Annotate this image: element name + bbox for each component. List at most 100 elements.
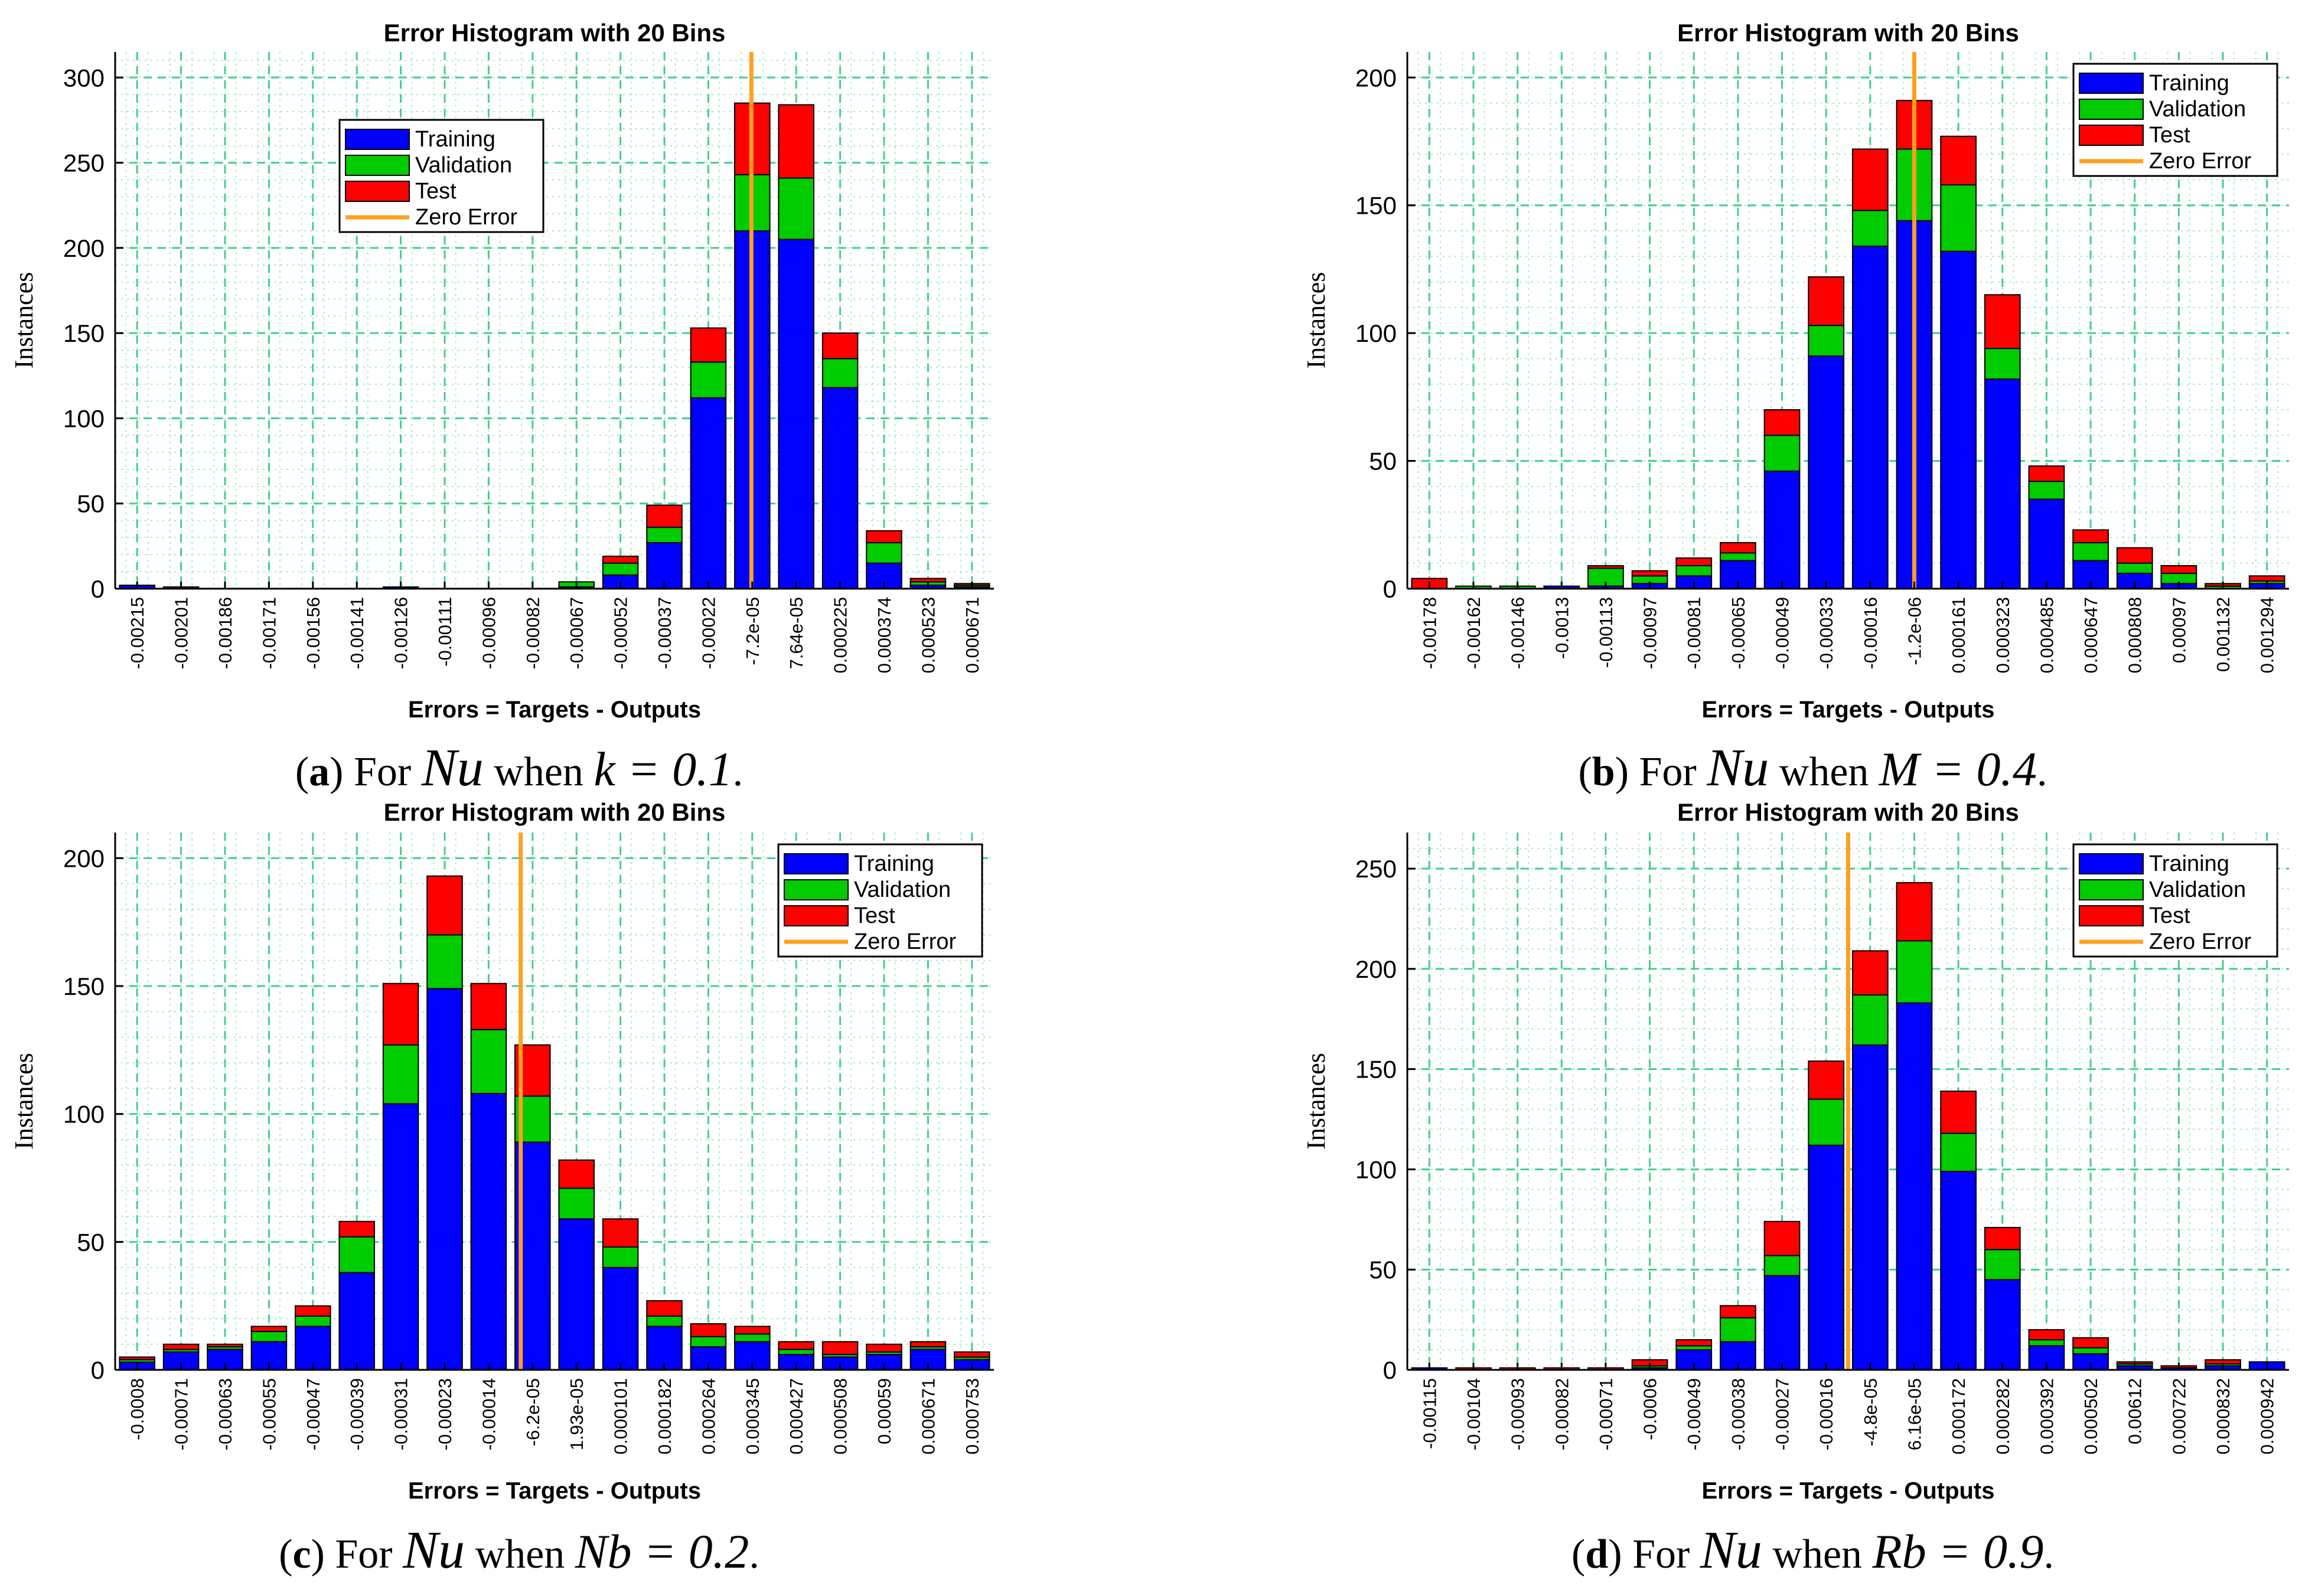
legend-swatch-training [2079,73,2144,94]
bar-test [1940,1091,1977,1134]
bar-validation [734,1333,771,1343]
legend-label: Validation [854,877,951,902]
bar-test [646,504,683,528]
x-tick-label: 7.64e-05 [786,597,807,669]
bar-test [1763,409,1801,436]
bar-test [1631,570,1668,577]
bar-test [602,1218,639,1248]
chart-panel-d: 0 50 100 150 200 250 -0.00115 -0.00104 -0.00093 -… [1302,798,2289,1579]
x-tick-label: 0.000392 [2036,1378,2057,1454]
bar-validation [1720,1317,1756,1343]
bar-test [690,1323,727,1337]
x-tick-label: 0.000101 [611,1378,631,1454]
x-tick-label: -0.00082 [523,597,543,669]
bar-validation [1896,940,1933,1004]
bar-test [1808,276,1845,327]
bar-test [2028,1329,2065,1341]
chart-panel-a: 0 50 100 150 200 250 300 -0.00215 -0.00201 -0.001… [9,19,994,797]
y-tick-label: 150 [1355,1056,1397,1083]
y-tick-label: 150 [63,972,105,1000]
x-tick-label: 0.001294 [2257,597,2278,673]
bar-test [1720,1305,1756,1318]
bar-validation [866,542,902,564]
x-tick-label: -0.00063 [215,1378,236,1450]
caption-part-2: ) For [311,1532,403,1577]
caption-part-5: Nb = 0.2 [575,1525,749,1578]
x-tick-label: 0.000508 [830,1378,851,1454]
x-tick-label: -7.2e-05 [742,597,763,665]
y-tick-label: 100 [63,1101,105,1128]
bar-test [690,327,727,363]
legend-label: Validation [2149,877,2246,902]
x-tick-label: 0.000427 [786,1378,807,1454]
legend-label: Zero Error [415,205,517,230]
bar-validation [2028,481,2065,500]
caption-part-2: ) For [1615,749,1707,795]
bar-training [338,1272,375,1370]
caption-part-4: when [465,1532,575,1577]
caption-part-5: M = 0.4 [1879,742,2037,796]
bar-test [382,983,419,1046]
y-tick-label: 0 [1383,1356,1397,1384]
bar-validation [646,1316,683,1327]
bar-test [250,1326,288,1332]
bar-training [602,1267,639,1371]
x-tick-label: -0.00039 [347,1378,367,1450]
x-tick-label: -0.00033 [1816,597,1837,669]
legend-label: Test [2149,123,2190,148]
x-tick-label: -0.00111 [435,597,455,667]
legend-label: Test [415,179,457,204]
bar-test [426,875,463,936]
x-tick-label: -0.00156 [303,597,324,669]
x-tick-label: -0.00067 [566,597,587,669]
legend-swatch-validation [2079,99,2144,120]
x-tick-label: -0.00055 [259,1378,279,1450]
x-tick-label: 1.93e-05 [566,1378,587,1450]
bar-validation [1675,1345,1713,1351]
y-tick-label: 300 [63,64,105,92]
bar-validation [1763,1255,1801,1277]
panel-caption: (a) For Nu when k = 0.1. [295,739,743,797]
bar-test [866,530,902,544]
legend-swatch-test [2079,905,2144,926]
x-tick-label: -0.00162 [1463,597,1484,669]
y-tick-label: 50 [1369,1256,1397,1284]
x-tick-label: -0.00201 [171,597,192,669]
x-tick-label: 0.000671 [962,597,983,673]
y-tick-label: 0 [91,1356,105,1384]
y-tick-label: 250 [1355,855,1397,883]
x-tick-label: -0.00126 [391,597,412,669]
x-axis-label: Errors = Targets - Outputs [1701,697,1994,723]
bar-validation [778,177,814,240]
bar-validation [690,361,727,399]
bar-test [866,1343,902,1353]
x-tick-label: -0.00014 [478,1378,499,1450]
bar-test [1984,294,2021,350]
y-tick-label: 200 [1355,955,1397,983]
bar-test [602,556,639,564]
bar-training [1763,1275,1801,1370]
bar-test [1851,950,1889,996]
chart-title: Error Histogram with 20 Bins [1677,19,2019,47]
x-tick-label: -0.00093 [1508,1378,1528,1450]
bar-test [1851,148,1889,211]
bar-training [1984,1279,2021,1370]
caption-part-4: when [1769,749,1879,795]
caption-part-5: k = 0.1 [594,742,732,796]
x-tick-label: -0.00071 [171,1378,192,1450]
bars [1411,882,2285,1371]
y-tick-label: 0 [1383,575,1397,603]
x-tick-label: -0.00081 [1684,597,1704,669]
legend-label: Training [2149,71,2229,96]
x-axis-label: Errors = Targets - Outputs [408,1478,701,1504]
x-tick-label: 6.16e-05 [1904,1378,1925,1450]
panel-caption: (c) For Nu when Nb = 0.2. [279,1521,759,1579]
panel-caption: (b) For Nu when M = 0.4. [1578,739,2047,797]
bar-validation [1808,1098,1845,1146]
bar-validation [602,1246,639,1268]
y-tick-label: 50 [1369,448,1397,475]
y-tick-label: 100 [1355,1156,1397,1183]
legend-swatch-validation [345,155,410,176]
bar-test [734,1326,771,1335]
